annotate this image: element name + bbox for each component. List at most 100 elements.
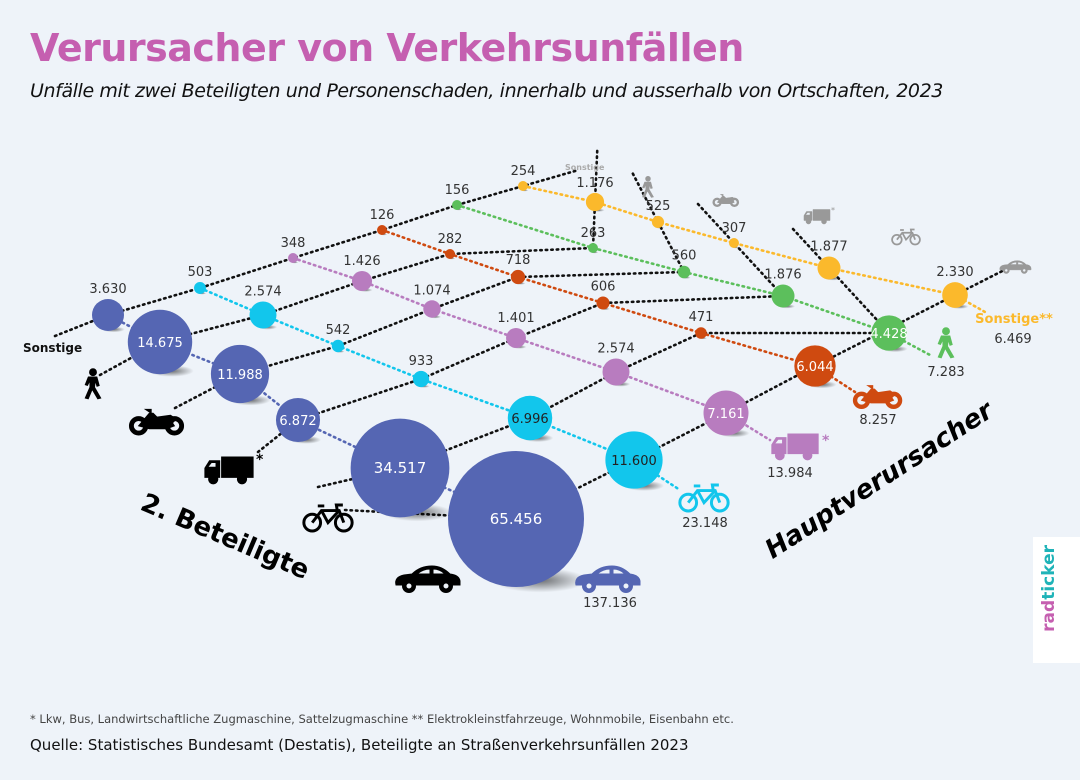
- car-icon: [395, 565, 461, 593]
- bubble: [412, 370, 430, 388]
- value-label: 2.574: [597, 342, 634, 357]
- value-label: 11.600: [611, 454, 657, 469]
- bubble: [249, 301, 277, 329]
- row-label-sonstige-top: Sonstige: [565, 163, 605, 172]
- bubble: [91, 298, 125, 332]
- column-total: 8.257: [859, 413, 896, 428]
- value-label: 1.401: [497, 311, 534, 326]
- total-icon-3: [855, 386, 900, 407]
- value-label: 1.426: [343, 254, 380, 269]
- truck-icon-gray: [803, 209, 831, 225]
- category-icons: Sonstige**Sonstige137.13623.148*13.9848.…: [23, 163, 1053, 611]
- bubble: [651, 215, 665, 229]
- bubble: [423, 300, 441, 318]
- value-labels: 3.630 14.675 11.988 6.872 34.517 65.456 503 2.5…: [89, 164, 973, 528]
- bubble: [275, 397, 321, 443]
- bubble: [331, 339, 345, 353]
- asterisk: *: [822, 433, 830, 449]
- value-label: 1.877: [810, 239, 847, 254]
- value-label: 34.517: [374, 459, 427, 477]
- bicycle-icon-gray: [891, 228, 921, 246]
- car-icon-gray: [999, 260, 1032, 274]
- bubble: [729, 238, 739, 248]
- value-label: 14.675: [137, 336, 183, 351]
- value-label: 6.996: [511, 412, 548, 427]
- source-note: Quelle: Statistisches Bundesamt (Destati…: [30, 736, 689, 754]
- asterisk: *: [256, 452, 264, 468]
- bubble: [518, 181, 528, 191]
- bubble: [351, 270, 373, 292]
- bubble: [605, 431, 663, 489]
- value-label: 933: [409, 354, 434, 369]
- column-total: 137.136: [583, 596, 637, 611]
- asterisk-gray: *: [831, 206, 835, 215]
- bubble: [588, 243, 598, 253]
- value-label: 1.074: [413, 283, 450, 298]
- value-label: 718: [506, 253, 531, 268]
- value-label: 156: [445, 183, 470, 198]
- bubble: [817, 256, 841, 280]
- value-label: 7.161: [707, 407, 744, 422]
- column-label-sonstige: Sonstige**: [975, 312, 1053, 327]
- motorcycle-icon-gray: [712, 193, 740, 208]
- value-label: 2.574: [244, 285, 281, 300]
- bubbles: [91, 181, 968, 587]
- value-label: 307: [722, 221, 747, 236]
- bubble: [771, 284, 795, 308]
- row-label-sonstige: Sonstige: [23, 341, 82, 355]
- value-label: 254: [511, 164, 536, 179]
- logo-text-ticker: ticker: [1039, 545, 1059, 600]
- bubble: [510, 269, 526, 285]
- bubble: [695, 327, 707, 339]
- motorcycle-icon: [131, 409, 181, 433]
- value-label: 263: [581, 226, 606, 241]
- bubble: [794, 345, 836, 387]
- value-label: 1.176: [576, 176, 613, 191]
- bubble: [452, 200, 462, 210]
- column-total: 13.984: [767, 466, 813, 481]
- column-total: 6.469: [994, 332, 1031, 347]
- bubble: [377, 225, 387, 235]
- value-label: 11.988: [217, 368, 263, 383]
- column-total: 7.283: [927, 365, 964, 380]
- bubble: [350, 418, 450, 518]
- bubble: [210, 344, 270, 404]
- total-icon-2: [771, 433, 819, 461]
- value-label: 65.456: [490, 510, 543, 528]
- bubble: [127, 309, 193, 375]
- column-total: 23.148: [682, 516, 728, 531]
- footnote: * Lkw, Bus, Landwirtschaftliche Zugmasch…: [30, 712, 734, 726]
- bubble: [288, 253, 298, 263]
- value-label: 1.876: [764, 267, 801, 282]
- value-label: 525: [646, 199, 671, 214]
- value-label: 348: [281, 236, 306, 251]
- value-label: 606: [591, 279, 616, 294]
- bubble: [585, 192, 605, 212]
- bubble: [507, 395, 553, 441]
- bubble: [445, 249, 455, 259]
- pedestrian-icon: [84, 368, 102, 400]
- bubble-matrix-chart: 3.630 14.675 11.988 6.872 34.517 65.456 503 2.5…: [23, 145, 1053, 611]
- bubble: [942, 282, 968, 308]
- bubble: [677, 265, 691, 279]
- bubble: [596, 296, 610, 310]
- value-label: 542: [326, 323, 351, 338]
- total-icon-4: [937, 327, 955, 359]
- value-label: 126: [370, 208, 395, 223]
- value-label: 6.044: [796, 360, 833, 375]
- chart-subtitle: Unfälle mit zwei Beteiligten und Persone…: [30, 80, 943, 102]
- truck-icon: [204, 456, 254, 485]
- value-label: 2.330: [936, 265, 973, 280]
- radticker-logo: radticker: [1033, 537, 1080, 663]
- total-icon-1: [678, 483, 730, 513]
- value-label: 3.630: [89, 282, 126, 297]
- total-icon-0: [575, 565, 641, 593]
- chart-title: Verursacher von Verkehrsunfällen: [30, 26, 744, 70]
- bubble: [448, 451, 584, 587]
- bubble: [194, 282, 206, 294]
- value-label: 6.872: [279, 414, 316, 429]
- row-line-fussgaenger: [98, 145, 599, 377]
- value-label: 560: [672, 249, 697, 264]
- value-label: 282: [438, 232, 463, 247]
- bubble: [602, 358, 630, 386]
